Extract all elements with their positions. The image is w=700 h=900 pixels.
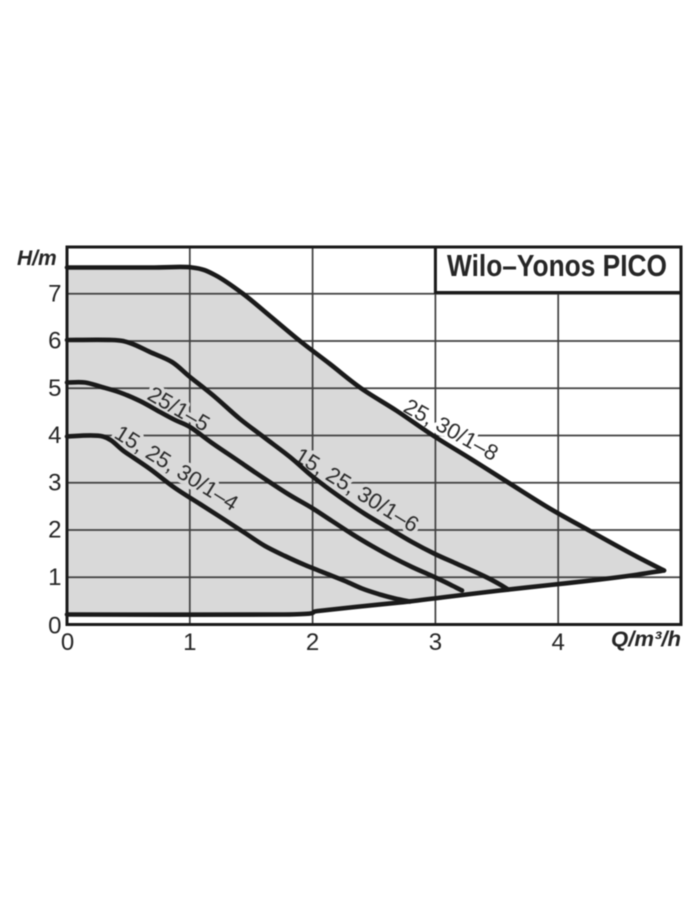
svg-text:4: 4	[48, 422, 61, 449]
svg-text:2: 2	[306, 629, 319, 656]
svg-text:1: 1	[48, 564, 61, 591]
svg-text:H/m: H/m	[17, 247, 57, 270]
svg-text:Wilo–Yonos PICO: Wilo–Yonos PICO	[447, 248, 667, 283]
svg-text:2: 2	[48, 517, 61, 544]
svg-text:3: 3	[429, 629, 442, 656]
svg-text:6: 6	[48, 328, 61, 355]
svg-text:1: 1	[183, 629, 196, 656]
svg-text:7: 7	[48, 281, 61, 308]
svg-text:3: 3	[48, 470, 61, 497]
svg-text:4: 4	[552, 629, 565, 656]
svg-text:0: 0	[61, 629, 74, 656]
svg-text:5: 5	[48, 375, 61, 402]
svg-text:0: 0	[48, 613, 61, 640]
svg-text:Q/m³/h: Q/m³/h	[611, 628, 681, 651]
